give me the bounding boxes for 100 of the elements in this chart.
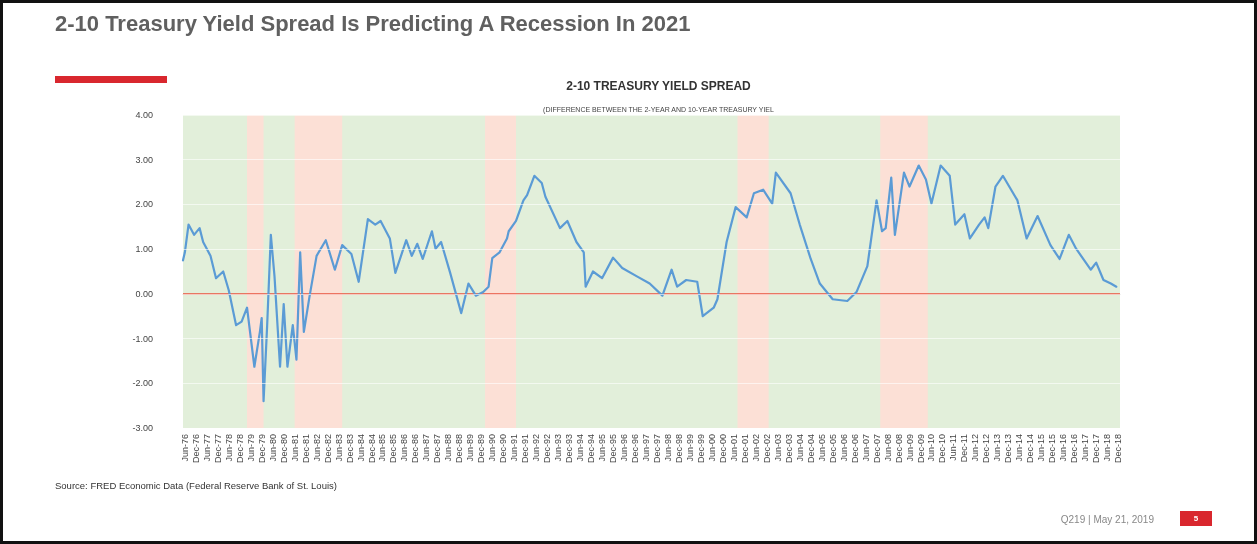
x-tick-label: Dec-10	[937, 434, 948, 464]
x-tick-label: Dec-15	[1047, 434, 1058, 464]
x-tick-label: Jun-85	[377, 434, 388, 462]
x-tick-label: Jun-00	[706, 434, 717, 462]
x-tick-label: Dec-02	[761, 434, 772, 464]
line-series	[181, 164, 1118, 403]
x-tick-label: Dec-93	[564, 434, 575, 464]
x-tick-label: Jun-01	[728, 434, 739, 462]
x-tick-label: Dec-77	[212, 434, 223, 464]
x-tick-label: Dec-79	[256, 434, 267, 464]
x-tick-label: Jun-87	[421, 434, 432, 462]
x-tick-label: Dec-84	[366, 434, 377, 464]
x-tick-label: Jun-02	[750, 434, 761, 462]
x-tick-label: Jun-12	[970, 434, 981, 462]
x-tick-label: Dec-99	[695, 434, 706, 464]
x-tick-label: Dec-17	[1091, 434, 1102, 464]
chart-title: 2-10 Treasury Yield Spread Is Predicting A Recession In 2021	[55, 11, 691, 37]
x-tick-label: Jun-98	[662, 434, 673, 462]
x-tick-label: Dec-80	[278, 434, 289, 464]
x-tick-label: Jun-07	[860, 434, 871, 462]
x-tick-label: Jun-15	[1036, 434, 1047, 462]
x-tick-label: Jun-78	[223, 434, 234, 462]
chart-subtitle: 2-10 TREASURY YIELD SPREAD	[565, 79, 752, 93]
x-tick-label: Dec-05	[827, 434, 838, 464]
x-tick-label: Dec-87	[432, 434, 443, 464]
y-tick-label: -3.00	[132, 423, 153, 433]
x-tick-label: Jun-17	[1080, 434, 1091, 462]
x-tick-label: Dec-81	[300, 434, 311, 464]
x-tick-label: Dec-88	[454, 434, 465, 464]
x-tick-label: Jun-86	[399, 434, 410, 462]
x-tick-label: Dec-91	[520, 434, 531, 464]
text: 5	[1180, 511, 1212, 526]
x-tick-label: Dec-85	[388, 434, 399, 464]
x-tick-label: Jun-11	[948, 434, 959, 461]
x-tick-label: Dec-07	[871, 434, 882, 464]
x-tick-label: Dec-83	[344, 434, 355, 464]
x-tick-label: Dec-11	[959, 434, 970, 463]
x-tick-label: Jun-89	[465, 434, 476, 462]
x-tick-label: Jun-05	[816, 434, 827, 462]
x-tick-label: Dec-89	[476, 434, 487, 464]
x-tick-label: Dec-76	[190, 434, 201, 464]
x-tick-label: Jun-18	[1102, 434, 1113, 462]
x-tick-label: Jun-04	[794, 434, 805, 462]
x-tick-label: Jun-09	[904, 434, 915, 462]
x-tick-label: Dec-90	[498, 434, 509, 464]
x-tick-label: Jun-80	[267, 434, 278, 462]
x-tick-label: Jun-97	[641, 434, 651, 462]
x-tick-label: Dec-18	[1113, 434, 1124, 464]
x-tick-label: Jun-88	[443, 434, 454, 462]
x-tick-label: Jun-94	[575, 434, 586, 462]
x-tick-label: Dec-12	[981, 434, 992, 464]
x-tick-label: Dec-97	[652, 434, 662, 464]
x-tick-label: Dec-86	[410, 434, 421, 464]
y-tick-label: 3.00	[135, 154, 153, 165]
x-tick-label: Dec-06	[849, 434, 860, 464]
y-tick-label: 2.00	[135, 199, 153, 210]
x-tick-label: Dec-94	[586, 434, 597, 464]
x-tick-label: Jun-03	[772, 434, 783, 462]
x-tick-label: Dec-78	[234, 434, 245, 464]
x-tick-label: Dec-13	[1003, 434, 1014, 464]
x-tick-label: Dec-09	[915, 434, 926, 464]
x-tick-label: Dec-00	[717, 434, 728, 464]
x-tick-label: Dec-16	[1069, 434, 1080, 464]
x-tick-label: Jun-90	[487, 434, 498, 462]
x-tick-label: Dec-01	[739, 434, 750, 464]
source-note: Source: FRED Economic Data (Federal Reserve Bank of St. Louis)	[55, 480, 337, 491]
y-tick-label: -1.00	[132, 333, 153, 344]
x-tick-label: Jun-10	[926, 434, 937, 462]
x-tick-label: Jun-93	[553, 434, 564, 462]
x-tick-label: Jun-77	[201, 434, 212, 462]
x-tick-label: Dec-98	[673, 434, 684, 464]
x-tick-label: Dec-14	[1025, 434, 1036, 464]
x-tick-label: Jun-06	[838, 434, 849, 462]
x-tick-label: Jun-76	[179, 434, 190, 462]
x-tick-label: Jun-13	[992, 434, 1003, 462]
x-tick-label: Jun-91	[509, 434, 520, 462]
y-tick-label: 1.00	[135, 244, 153, 255]
y-tick-label: 0.00	[135, 288, 153, 299]
x-tick-label: Jun-99	[684, 434, 695, 462]
x-tick-label: Jun-16	[1058, 434, 1069, 462]
x-tick-label: Dec-04	[805, 434, 816, 464]
x-tick-label: Dec-03	[783, 434, 794, 464]
x-tick-label: Jun-96	[619, 434, 630, 462]
x-tick-label: Jun-83	[333, 434, 344, 462]
x-tick-label: Dec-82	[322, 434, 333, 464]
x-tick-label: Dec-92	[542, 434, 553, 464]
x-tick-label: Jun-95	[597, 434, 608, 462]
x-tick-label: Jun-82	[311, 434, 322, 462]
x-tick-label: Dec-96	[630, 434, 641, 464]
x-tick-label: Jun-84	[355, 434, 366, 462]
x-tick-label: Dec-95	[608, 434, 619, 464]
x-tick-label: Jun-08	[882, 434, 893, 462]
x-tick-label: Jun-14	[1014, 434, 1025, 462]
x-tick-label: Dec-08	[893, 434, 904, 464]
y-tick-label: -2.00	[132, 378, 153, 389]
y-tick-label: 4.00	[135, 110, 153, 120]
text: Q219 | May 21, 2019	[1060, 514, 1154, 525]
x-tick-label: Jun-81	[289, 434, 300, 462]
x-tick-label: Jun-92	[531, 434, 542, 462]
x-tick-label: Jun-79	[245, 434, 256, 462]
